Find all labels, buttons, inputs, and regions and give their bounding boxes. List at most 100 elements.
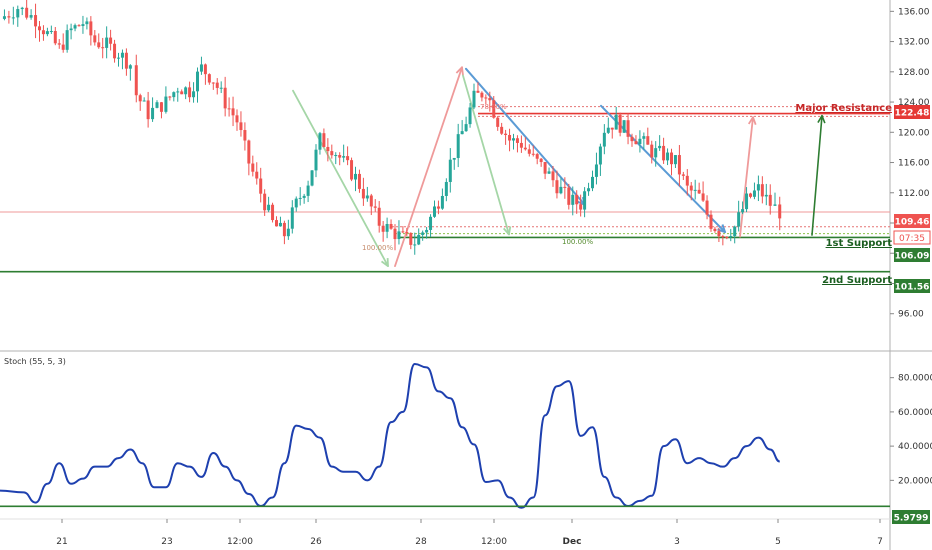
candle-body [369, 195, 373, 207]
time-tick-label: 26 [310, 537, 322, 547]
time-tick-label: Dec [563, 537, 582, 547]
candle-body [594, 164, 598, 177]
candle-body [741, 209, 745, 213]
candle-body [547, 171, 551, 174]
countdown: 07:35 [899, 234, 925, 244]
candle-body [192, 91, 196, 98]
candle-body [346, 156, 350, 161]
red-swing-arrow-1-head [455, 66, 464, 76]
first-support-price: 106.09 [895, 252, 930, 262]
candle-body [342, 156, 346, 158]
candle-body [393, 228, 397, 240]
candle-body [409, 232, 413, 245]
candle-body [207, 74, 211, 83]
candle-body [361, 188, 365, 199]
candle-body [496, 117, 500, 127]
candle-body [693, 189, 697, 191]
candle-body [760, 184, 764, 197]
price-axis: 96.00100.00104.00108.00112.00116.00120.0… [890, 7, 930, 320]
candle-body [282, 222, 286, 237]
candle-body [377, 207, 381, 226]
candle-body [535, 154, 539, 159]
candle-body [539, 158, 543, 163]
candle-body [338, 155, 342, 158]
candle-body [752, 190, 756, 197]
candle-body [401, 231, 405, 233]
candle-body [199, 64, 203, 72]
candle-body [626, 120, 630, 137]
candle-body [519, 142, 523, 148]
candle-body [278, 222, 282, 227]
candle-body [606, 127, 610, 133]
candle-body [45, 31, 49, 35]
candle-body [81, 24, 85, 27]
candle-body [65, 30, 69, 50]
fib-label-100-mid: 100.00% [562, 238, 593, 246]
candle-body [251, 163, 255, 172]
candle-body [587, 188, 591, 192]
candle-body [357, 173, 361, 189]
candle-body [559, 186, 563, 194]
candle-body [433, 206, 436, 217]
candle-body [622, 120, 626, 133]
candle-body [146, 100, 150, 120]
green-swing-arrow-2 [462, 74, 510, 236]
candle-body [523, 147, 527, 150]
candle-body [57, 43, 61, 45]
candle-body [134, 65, 138, 96]
candle-body [330, 151, 334, 156]
stoch-value-tag: 5.9799 [892, 510, 930, 524]
candle-body [749, 193, 752, 197]
candle-body [701, 193, 705, 201]
time-tick-label: 28 [415, 537, 427, 547]
time-tick-label: 21 [56, 537, 67, 547]
candle-body [480, 92, 484, 98]
candle-body [721, 236, 725, 238]
time-tick-label: 3 [674, 537, 680, 547]
candle-body [223, 87, 227, 109]
candle-body [673, 155, 677, 165]
candle-body [713, 228, 717, 232]
candle-body [298, 197, 302, 199]
candle-body [385, 223, 389, 232]
stoch-tick-label: 60.0000 [898, 408, 932, 418]
price-tick-label: 96.00 [898, 310, 924, 320]
candle-body [417, 234, 421, 245]
candle-body [476, 90, 480, 93]
candle-body [440, 195, 444, 209]
candle-body [227, 108, 231, 110]
candle-body [239, 122, 243, 131]
price-tick-label: 120.00 [898, 128, 930, 138]
candle-body [737, 212, 741, 227]
candle-body [138, 95, 142, 102]
candle-body [219, 87, 223, 89]
candle-body [709, 214, 713, 229]
candle-body [53, 30, 57, 44]
candle-body [354, 173, 357, 180]
candle-body [436, 206, 440, 209]
candle-body [142, 100, 146, 102]
candle-body [634, 141, 638, 145]
candle-body [472, 90, 476, 108]
candle-body [73, 25, 77, 29]
stoch-indicator-label: Stoch (55, 5, 3) [4, 357, 66, 366]
time-tick-label: 12:00 [227, 537, 253, 547]
blue-trend-arrow-2 [600, 104, 726, 234]
candle-body [105, 37, 109, 48]
stoch-series [0, 362, 890, 509]
candle-body [456, 134, 460, 158]
candle-body [243, 130, 247, 141]
candle-body [500, 126, 504, 134]
candle-body [689, 185, 693, 191]
candle-body [49, 30, 53, 32]
candle-body [685, 175, 689, 186]
candle-body [290, 207, 294, 229]
first-support-price-tag: 106.09 [894, 248, 930, 262]
time-tick-label: 12:00 [481, 537, 507, 547]
price-tick-label: 136.00 [898, 7, 930, 17]
candle-body [259, 178, 263, 194]
candle-body [77, 25, 81, 27]
second-support-price-tag: 101.56 [894, 279, 930, 293]
stoch-tick-label: 80.0000 [898, 374, 932, 384]
